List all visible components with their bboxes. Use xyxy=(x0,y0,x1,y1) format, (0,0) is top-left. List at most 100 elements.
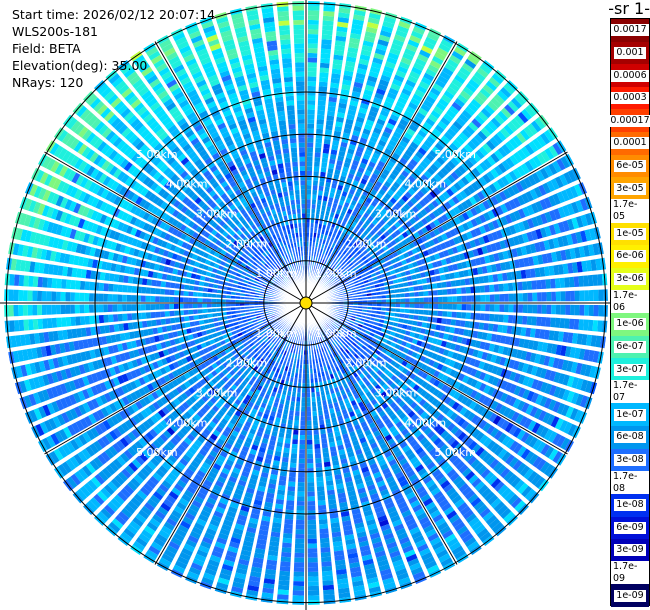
gate-cell xyxy=(513,210,522,221)
gate-cell xyxy=(478,276,485,284)
gate-cell xyxy=(372,152,380,160)
gate-cell xyxy=(406,162,415,171)
gate-cell xyxy=(426,135,436,145)
gate-cell xyxy=(348,104,358,112)
gate-cell xyxy=(433,173,442,183)
gate-cell xyxy=(307,548,318,554)
gate-cell xyxy=(294,557,305,563)
gate-cell xyxy=(407,188,416,196)
gate-cell xyxy=(335,121,343,128)
gate-cell xyxy=(583,275,589,287)
gate-cell xyxy=(522,304,528,314)
gate-cell xyxy=(307,95,316,101)
gate-cell xyxy=(499,294,505,302)
gate-cell xyxy=(298,458,305,464)
gate-cell xyxy=(323,11,335,17)
gate-cell xyxy=(340,286,346,290)
gate-cell xyxy=(439,71,451,81)
gate-cell xyxy=(418,309,424,315)
gate-cell xyxy=(346,208,353,215)
gate-cell xyxy=(526,280,533,290)
gate-cell xyxy=(362,93,372,101)
gate-cell xyxy=(306,369,310,374)
gate-cell xyxy=(507,121,518,133)
gate-cell xyxy=(340,88,350,95)
gate-cell xyxy=(319,181,325,187)
gate-cell xyxy=(331,207,336,213)
gate-cell xyxy=(362,153,371,161)
gate-cell xyxy=(490,195,499,206)
gate-cell xyxy=(359,227,365,233)
gate-cell xyxy=(395,127,404,135)
gate-cell xyxy=(319,248,324,254)
gate-cell xyxy=(321,205,326,211)
gate-cell xyxy=(359,246,366,253)
gate-cell xyxy=(316,267,320,273)
gate-cell xyxy=(337,219,342,226)
gate-cell xyxy=(357,166,365,174)
gate-cell xyxy=(306,194,311,200)
gate-cell xyxy=(306,392,311,398)
gate-cell xyxy=(319,258,323,264)
gate-cell xyxy=(511,184,520,195)
gate-cell xyxy=(412,214,420,222)
gate-cell xyxy=(313,180,318,186)
gate-cell xyxy=(433,303,439,309)
gate-cell xyxy=(307,538,317,544)
gate-cell xyxy=(420,235,428,243)
gate-cell xyxy=(451,311,457,318)
gate-cell xyxy=(450,280,457,287)
gate-cell xyxy=(358,198,365,205)
gate-cell xyxy=(360,273,367,278)
gate-cell xyxy=(321,269,325,275)
gate-cell xyxy=(348,279,354,284)
gate-cell xyxy=(528,158,538,170)
gate-cell xyxy=(317,262,321,268)
gate-cell xyxy=(344,157,352,164)
gate-cell xyxy=(321,566,333,572)
gate-cell xyxy=(503,124,514,136)
gate-cell xyxy=(328,101,337,107)
gate-cell xyxy=(353,247,359,253)
gate-cell xyxy=(379,79,389,87)
gate-cell xyxy=(446,288,452,295)
gate-cell xyxy=(307,444,313,450)
gate-cell xyxy=(479,87,491,99)
gate-cell xyxy=(338,102,347,109)
gate-cell xyxy=(370,272,377,278)
gate-cell xyxy=(307,552,318,558)
gate-cell xyxy=(429,60,442,70)
gate-cell xyxy=(334,268,340,273)
gate-cell xyxy=(597,274,603,286)
gate-cell xyxy=(292,590,304,596)
gate-cell xyxy=(307,505,316,511)
gate-cell xyxy=(508,293,514,302)
gate-cell xyxy=(338,236,344,242)
gate-cell xyxy=(466,220,474,229)
gate-cell xyxy=(556,158,566,171)
gate-cell xyxy=(396,210,404,218)
gate-cell xyxy=(346,114,355,121)
gate-cell xyxy=(392,181,401,189)
gate-cell xyxy=(537,292,542,302)
gate-cell xyxy=(517,208,526,219)
gate-cell xyxy=(307,85,316,91)
gate-cell xyxy=(316,204,321,210)
gate-cell xyxy=(444,201,452,210)
gate-cell xyxy=(306,203,311,209)
gate-cell xyxy=(451,50,464,61)
gate-cell xyxy=(383,267,390,272)
gate-cell xyxy=(366,165,374,173)
gate-cell xyxy=(396,25,409,34)
gate-cell xyxy=(420,143,430,152)
gate-cell xyxy=(308,595,320,601)
gate-cell xyxy=(369,269,375,274)
gate-cell xyxy=(345,275,351,280)
gate-cell xyxy=(388,139,397,148)
gate-cell xyxy=(478,146,489,157)
gate-cell xyxy=(338,259,344,265)
gate-cell xyxy=(300,411,306,417)
gate-cell xyxy=(351,259,357,265)
gate-cell xyxy=(362,276,368,281)
gate-cell xyxy=(351,134,359,142)
